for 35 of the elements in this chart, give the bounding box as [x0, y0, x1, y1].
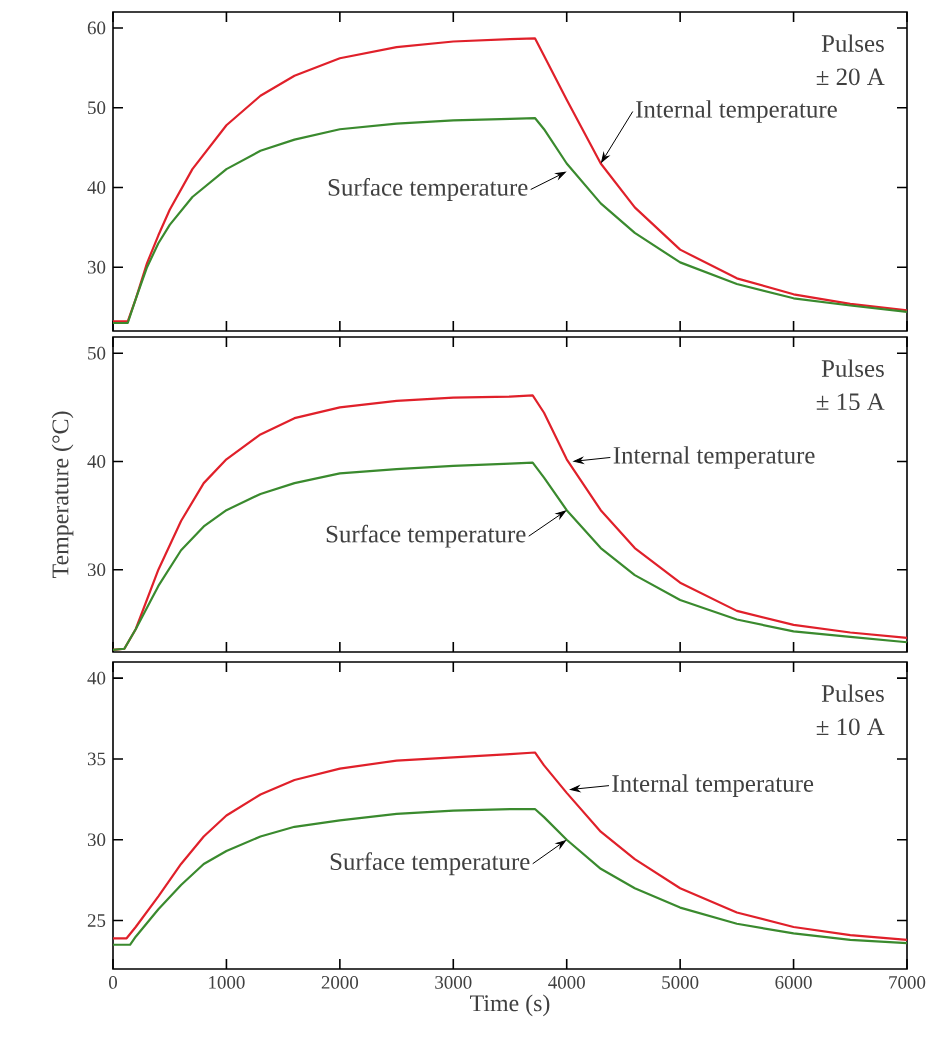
- x-tick-label: 3000: [435, 976, 472, 989]
- annotation: Surface temperature: [328, 178, 528, 201]
- annotation: Surface temperature: [330, 852, 530, 876]
- annotation: Internal temperature: [636, 100, 837, 123]
- x-tick-label: 1000: [209, 976, 245, 989]
- line-series: [111, 751, 909, 942]
- annotation: Pulses: [821, 34, 884, 52]
- x-tick-label: 4000: [548, 976, 585, 989]
- annotation: Internal temperature: [612, 774, 814, 797]
- annotation: Pulses: [821, 359, 884, 377]
- annotation: Pulses: [821, 684, 884, 702]
- y-tick-label: 30: [87, 833, 106, 847]
- annotation: ± 10 A: [816, 718, 885, 736]
- y-tick-label: 50: [88, 346, 106, 360]
- line-series: [111, 807, 909, 946]
- x-axis-title: Time (s): [470, 994, 550, 1017]
- x-tick-label: 6000: [775, 976, 812, 989]
- x-tick-label: 5000: [662, 976, 699, 989]
- y-tick-label: 35: [87, 752, 106, 766]
- annotation: Internal temperature: [613, 446, 815, 469]
- annotation: ± 20 A: [816, 68, 885, 86]
- annotation: Surface temperature: [326, 524, 526, 548]
- y-tick-label: 30: [87, 563, 106, 577]
- x-tick-label: 0: [108, 976, 118, 989]
- y-tick-label: 60: [87, 21, 106, 35]
- y-tick-label: 40: [87, 455, 106, 468]
- y-tick-label: 25: [87, 914, 106, 927]
- y-tick-label: 40: [87, 671, 106, 685]
- y-axis-title: Temperature (°C): [51, 411, 74, 578]
- y-tick-label: 30: [87, 260, 106, 274]
- x-tick-label: 2000: [321, 976, 359, 989]
- y-tick-label: 50: [88, 101, 106, 115]
- annotation: ± 15 A: [816, 393, 885, 411]
- x-tick-label: 7000: [889, 976, 926, 989]
- y-tick-label: 40: [87, 181, 106, 194]
